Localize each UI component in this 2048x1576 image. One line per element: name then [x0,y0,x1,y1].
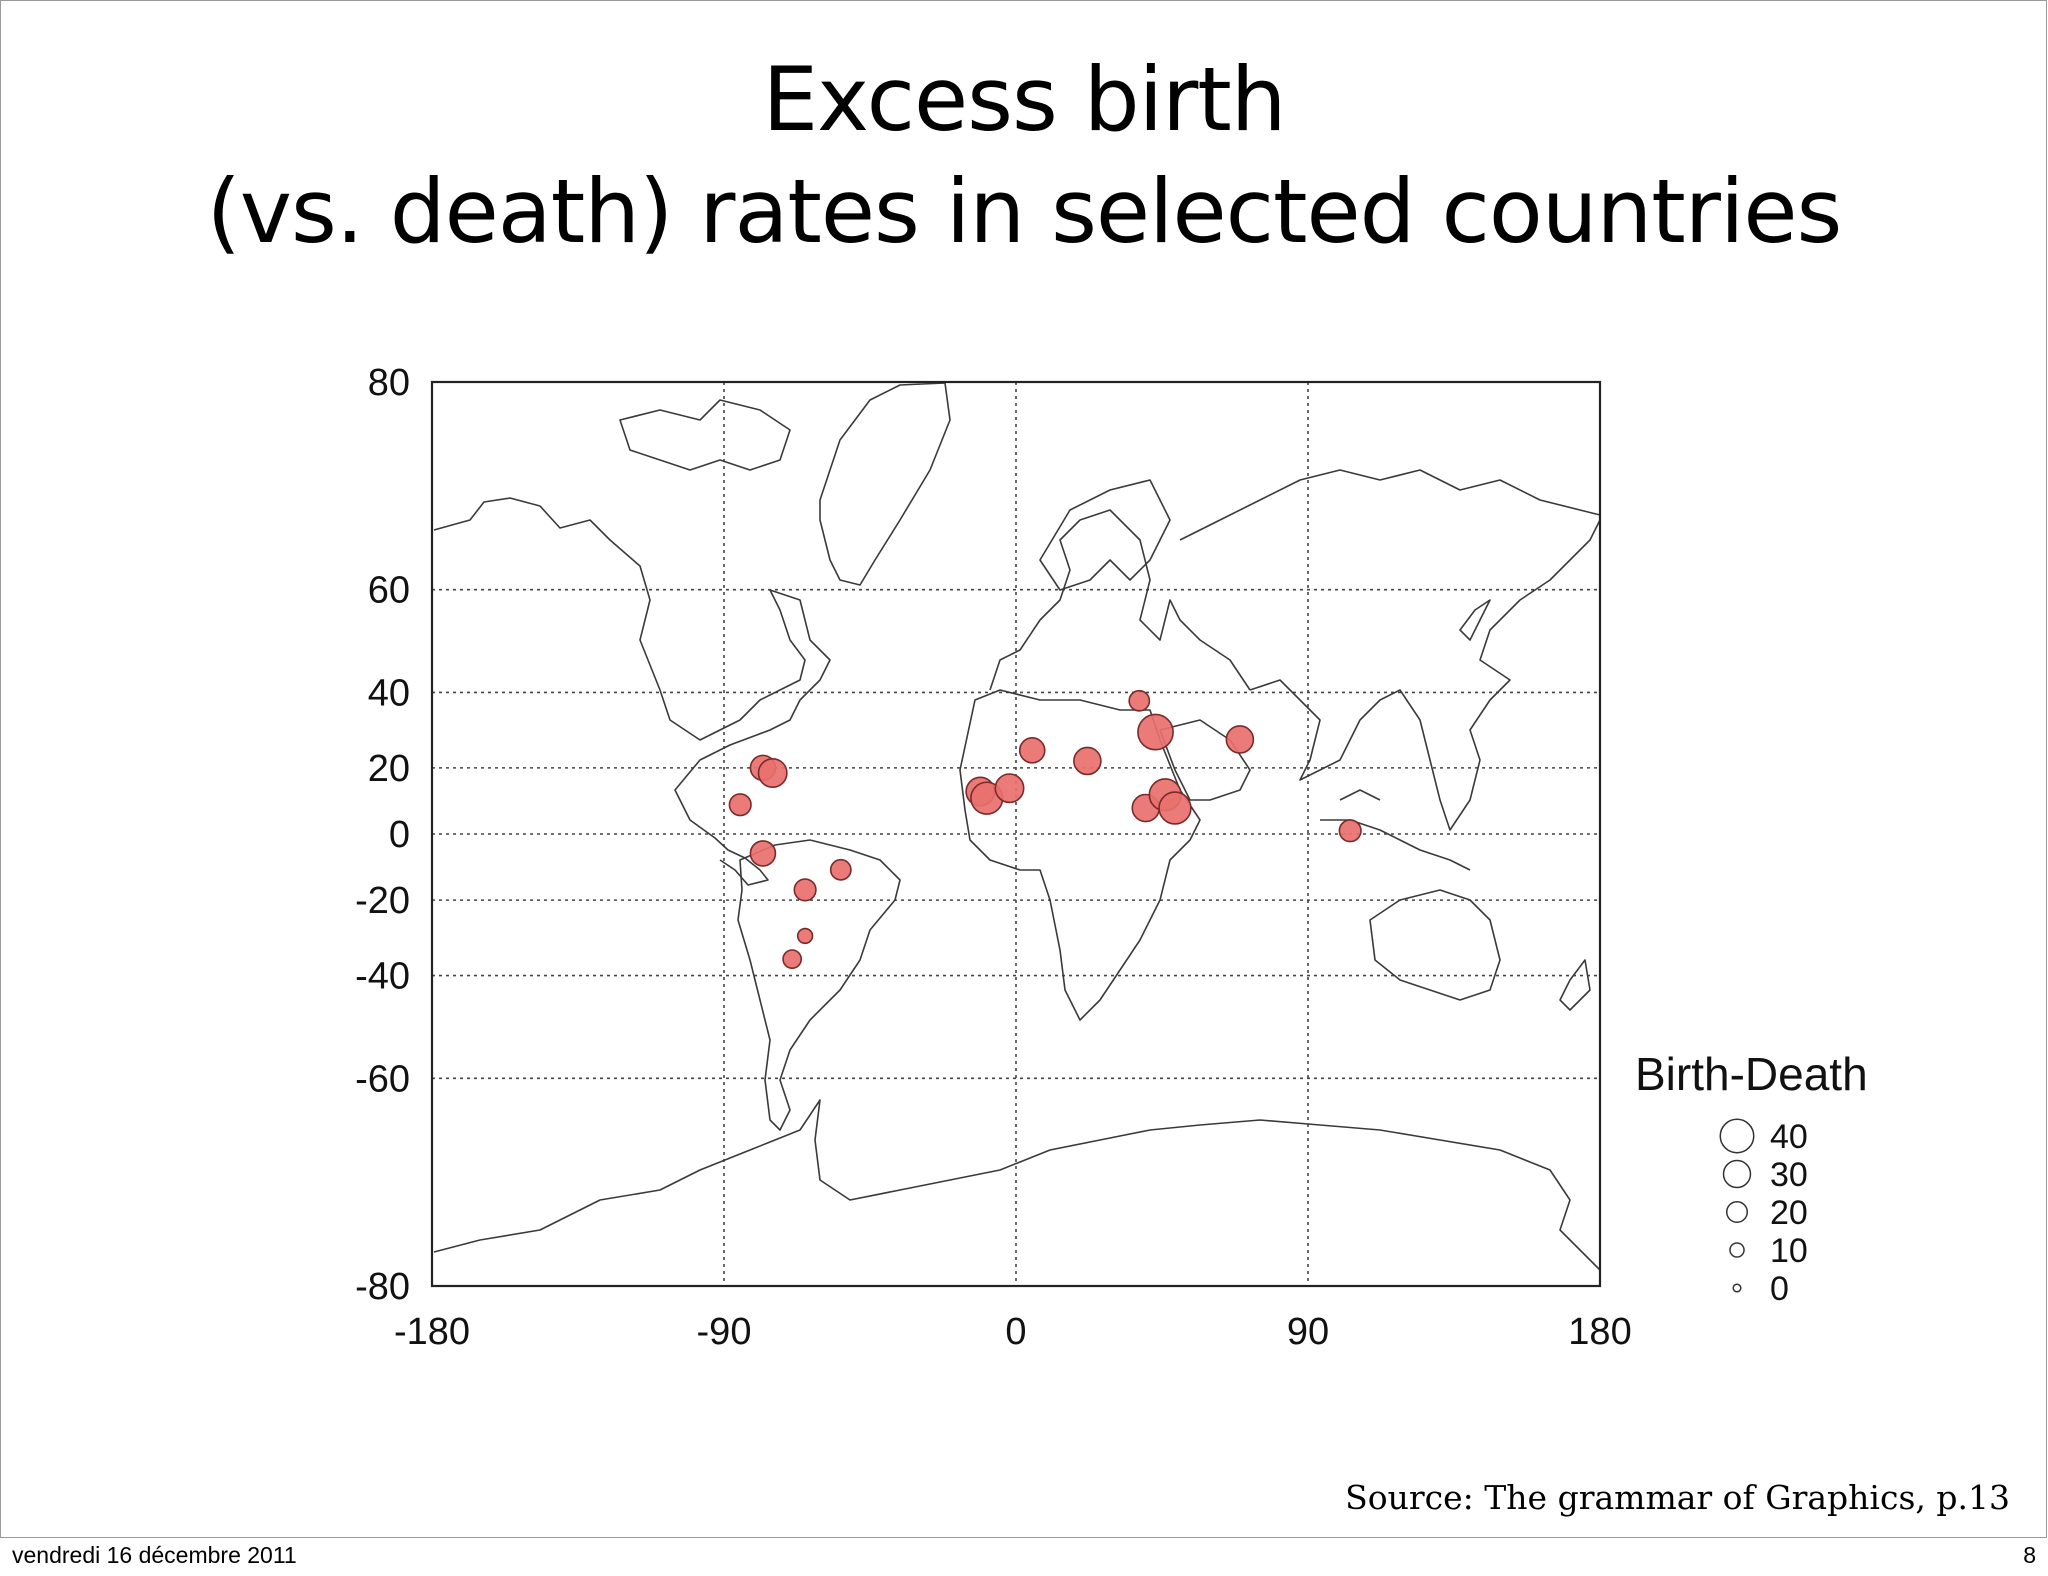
data-point [796,927,814,945]
source-citation: Source: The grammar of Graphics, p.13 [1345,1478,2010,1517]
y-tick-label: -20 [355,880,410,922]
x-axis-tick-labels: -180 -90 0 90 180 [394,1311,1632,1353]
data-point [728,793,752,817]
y-tick-label: -40 [355,956,410,998]
legend-label: 40 [1770,1118,1808,1156]
coastline-arctic-islands [619,399,791,471]
data-point [1018,737,1046,764]
footer-date: vendredi 16 décembre 2011 [12,1542,297,1568]
plot-frame [430,380,1602,1288]
coastline-south-america [737,839,901,1131]
legend-symbol [1732,1283,1742,1293]
legend-symbol [1725,1200,1749,1224]
x-tick-label: 180 [1568,1311,1631,1353]
coastline-north-america [433,497,831,871]
data-point [1158,791,1192,825]
data-point [994,773,1025,804]
coastline-europe [989,509,1251,691]
coastline-antarctica [433,1099,1601,1271]
y-tick-label: 60 [368,570,410,612]
x-tick-label: 90 [1287,1311,1329,1353]
data-point [757,758,788,789]
footer: vendredi 16 décembre 2011 8 [0,1540,2048,1576]
coastline-scandinavia [1039,479,1171,591]
bubble-map-chart: 80 60 40 20 0 -20 -40 -60 -80 -180 -90 0 90 180 Birt… [355,362,1868,1353]
y-tick-label: -60 [355,1058,410,1100]
y-tick-label: 20 [368,748,410,790]
legend-label: 20 [1770,1194,1808,1232]
x-tick-label: -90 [697,1311,752,1353]
legend-label: 30 [1770,1156,1808,1194]
coastline-new-zealand [1559,959,1591,1011]
coastline-australia [1369,889,1501,1001]
data-point [1128,689,1151,712]
legend-symbol [1719,1118,1755,1154]
x-tick-label: -180 [394,1311,470,1353]
grid [432,382,1600,1286]
legend-symbol [1729,1242,1745,1258]
coastline-africa [959,689,1201,1021]
data-point [1225,725,1255,754]
world-coastlines [433,382,1601,1271]
footer-page-number: 8 [2023,1542,2036,1568]
slide-title-line-1: Excess birth [762,48,1286,151]
data-point [1073,746,1102,776]
data-point [793,878,817,902]
data-point [749,840,777,867]
slide-title-line-2: (vs. death) rates in selected countries [206,160,1843,263]
coastline-asia [1179,469,1601,831]
coastline-arabia [1159,719,1251,801]
coastline-japan [1459,599,1491,641]
y-tick-label: -80 [355,1266,410,1308]
y-tick-label: 40 [368,672,410,714]
legend-symbol [1722,1159,1752,1189]
data-points [728,689,1362,969]
x-tick-label: 0 [1005,1311,1026,1353]
data-point [1338,819,1362,843]
coastline-central-america [719,859,769,886]
data-point [1137,713,1174,751]
legend-label: 10 [1770,1232,1808,1270]
legend-label: 0 [1770,1270,1789,1308]
legend-title: Birth-Death [1635,1048,1868,1100]
y-tick-label: 80 [368,362,410,404]
data-point [782,949,803,969]
y-axis-tick-labels: 80 60 40 20 0 -20 -40 -60 -80 [355,362,410,1308]
coastline-greenland [819,382,951,586]
y-tick-label: 0 [389,814,410,856]
data-point [829,858,852,881]
